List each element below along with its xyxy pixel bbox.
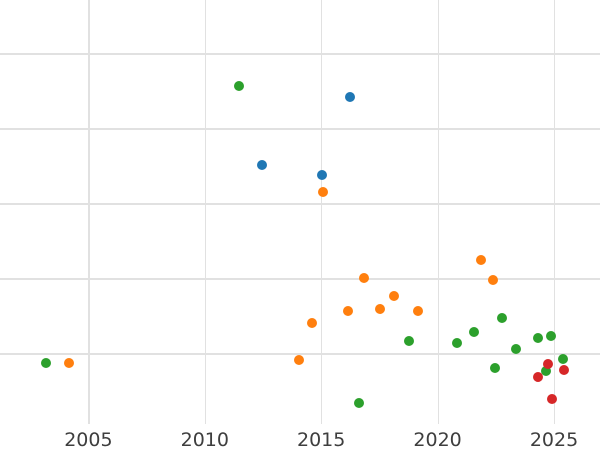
gridline-horizontal	[0, 353, 600, 355]
data-point-series-red	[547, 393, 557, 404]
data-point-series-blue	[257, 159, 267, 170]
data-point-series-orange	[488, 275, 498, 285]
gridline-horizontal	[0, 203, 600, 205]
gridline-vertical	[554, 0, 556, 424]
data-point-series-green	[541, 366, 551, 376]
data-point-series-orange	[359, 273, 369, 283]
data-point-series-orange	[413, 305, 423, 316]
data-point-series-green	[41, 358, 51, 368]
x-tick-label: 2015	[297, 429, 346, 450]
data-point-series-orange	[64, 358, 74, 368]
x-tick-label: 2010	[180, 429, 229, 450]
data-point-series-orange	[307, 318, 317, 328]
data-point-series-green	[469, 326, 479, 337]
x-tick-label: 2025	[529, 429, 579, 450]
gridline-horizontal	[0, 278, 600, 280]
data-point-series-red	[559, 364, 569, 375]
data-point-series-red	[532, 372, 543, 382]
data-point-series-green	[451, 338, 462, 348]
gridline-horizontal	[0, 128, 600, 130]
data-point-series-blue	[317, 169, 327, 180]
data-point-series-orange	[318, 187, 328, 197]
data-point-series-orange	[389, 290, 399, 301]
data-point-series-green	[511, 343, 521, 354]
data-point-series-green	[497, 312, 507, 323]
gridline-vertical	[321, 0, 323, 424]
data-point-series-orange	[294, 354, 304, 365]
data-point-series-green	[558, 354, 568, 364]
data-point-series-green	[532, 333, 543, 343]
data-point-series-red	[543, 359, 553, 369]
data-point-series-orange	[343, 306, 353, 316]
gridline-vertical	[88, 0, 90, 424]
data-point-series-green	[490, 363, 500, 373]
data-point-series-blue	[345, 91, 355, 102]
data-point-series-green	[234, 80, 244, 91]
data-point-series-green	[353, 398, 364, 408]
data-point-series-green	[546, 331, 556, 341]
data-point-series-orange	[476, 254, 486, 265]
gridline-horizontal	[0, 53, 600, 55]
x-tick-label: 2005	[64, 429, 113, 450]
gridline-vertical	[437, 0, 439, 424]
data-point-series-orange	[375, 304, 385, 314]
data-point-series-green	[404, 336, 414, 346]
gridline-vertical	[204, 0, 207, 424]
x-tick-label: 2020	[413, 429, 462, 450]
